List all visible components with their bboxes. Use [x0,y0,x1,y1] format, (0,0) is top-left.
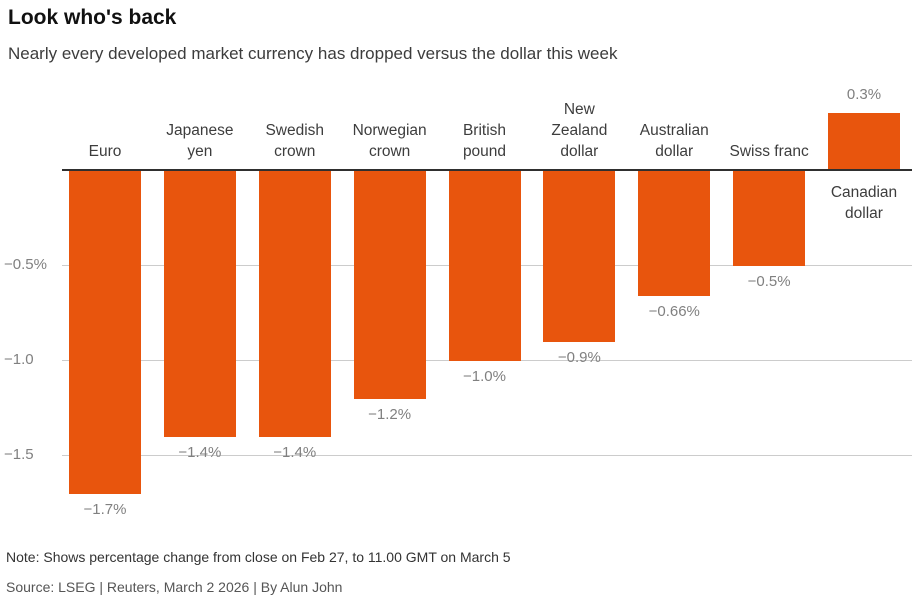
chart-source: Source: LSEG | Reuters, March 2 2026 | B… [6,579,343,595]
category-label: British pound [420,120,550,162]
category-label-line: New [563,101,595,118]
y-axis-tick-label: −0.5% [4,256,47,273]
bar [353,171,426,399]
category-label-line: dollar [655,143,694,160]
bar [448,171,521,361]
value-label: −1.7% [83,501,127,518]
category-label: Norwegian crown [325,120,455,162]
category-label-line: crown [274,143,316,160]
category-label-line: yen [187,143,213,160]
value-label: −0.5% [747,273,791,290]
category-label-line: dollar [845,205,883,222]
value-label: −0.66% [648,303,700,321]
category-label-line: Swiss franc [729,143,809,160]
bar [69,171,141,494]
category-label-line: British [462,122,507,139]
value-label: −1.4% [273,444,317,461]
category-label: Japanese yen [135,120,265,162]
y-gridline [62,454,912,456]
category-label: Swiss franc [704,141,834,162]
value-label: −1.0% [463,368,506,385]
category-label-line: Norwegian [352,122,427,139]
value-label: −1.2% [368,406,412,423]
category-label-line: Swedish [265,122,325,139]
category-label-line: crown [368,143,411,160]
value-label: 0.3% [846,86,882,103]
value-label: −1.4% [178,444,222,461]
category-label: New Zealand dollar [514,99,644,162]
bar [258,171,331,437]
chart-title: Look who's back [8,6,177,29]
bar [638,171,711,297]
category-label-line: Japanese [166,122,234,139]
bar [733,171,806,266]
y-axis-tick-label: −1.0 [4,351,34,368]
bar [163,171,236,437]
zero-axis-line [62,169,912,171]
category-label-line: Zealand [551,122,608,139]
bar [828,113,900,170]
value-label: −0.9% [557,349,601,366]
chart-subtitle: Nearly every developed market currency h… [8,44,618,63]
category-label-line: dollar [560,143,599,160]
category-label: Swedish crown [230,120,360,162]
category-label-line: pound [462,143,507,160]
category-label: Australian dollar [609,120,739,162]
category-label: Euro [40,141,170,162]
category-label-line: Australian [639,122,709,139]
y-axis-tick-label: −1.5 [4,446,34,463]
category-label-line: Canadian [830,184,898,201]
bar [543,171,616,342]
category-label-line: Euro [88,143,122,160]
category-label: Canadian dollar [799,182,912,224]
chart-note: Note: Shows percentage change from close… [6,549,511,565]
